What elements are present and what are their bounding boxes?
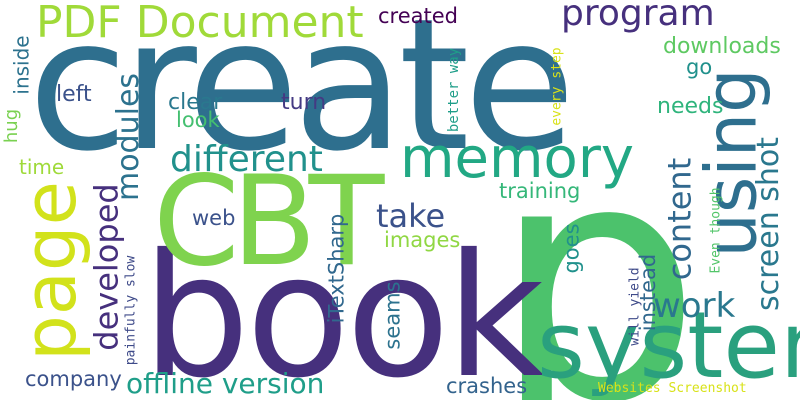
word-turn: turn: [281, 90, 327, 115]
word-page: page: [7, 181, 92, 361]
word-hug: hug: [1, 108, 23, 144]
word-left: left: [56, 82, 92, 107]
word-will-yield: will yield: [627, 267, 643, 346]
word-painfully-slow: painfully slow: [123, 255, 139, 366]
word-inside: inside: [9, 35, 34, 95]
word-take: take: [376, 197, 446, 235]
word-better-way: better way: [446, 47, 463, 133]
word-different: different: [170, 139, 323, 180]
word-needs: needs: [657, 94, 724, 119]
word-instead: seams: [380, 281, 405, 350]
word-developed: developed: [87, 183, 126, 351]
word-content: content: [660, 157, 699, 281]
word-downloads: downloads: [663, 34, 781, 59]
word-screen-shot: screen shot: [751, 136, 787, 312]
word-every-step: every step: [549, 47, 565, 126]
word-company: training: [499, 179, 581, 203]
word-itextsharp: goes: [559, 223, 584, 274]
word-p: p: [492, 91, 702, 400]
word-cbt: CBT: [153, 150, 384, 294]
word-even-though: Even though: [708, 187, 724, 274]
word-create: create: [28, 0, 576, 191]
word-book: book: [142, 218, 544, 400]
word-seams: crashes: [446, 374, 528, 398]
word-pdf-document: PDF Document: [36, 0, 364, 48]
word-goes: company: [25, 367, 122, 391]
word-clear: clear: [168, 90, 223, 115]
word-go: go: [686, 55, 713, 79]
word-offline-version: offline version: [126, 367, 325, 400]
word-time: time: [19, 155, 65, 179]
word-system: system: [537, 292, 800, 399]
word-look: look: [176, 108, 220, 132]
word-training: images: [384, 228, 461, 252]
word-websites-screenshot: Websites Screenshot: [598, 381, 747, 396]
word-images: iTextSharp: [324, 213, 349, 324]
word-created: created: [378, 4, 458, 28]
word-work: work: [653, 286, 736, 326]
word-program: program: [561, 0, 715, 34]
word-modules: modules: [111, 72, 147, 202]
word-web: web: [192, 206, 236, 230]
word-memory: memory: [400, 126, 634, 191]
